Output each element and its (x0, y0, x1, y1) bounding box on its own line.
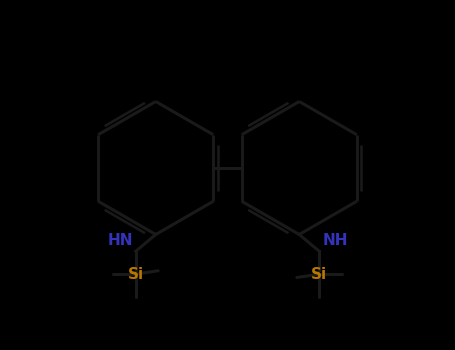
Text: Si: Si (127, 267, 144, 282)
Text: Si: Si (311, 267, 328, 282)
Text: NH: NH (322, 233, 348, 248)
Text: HN: HN (107, 233, 133, 248)
